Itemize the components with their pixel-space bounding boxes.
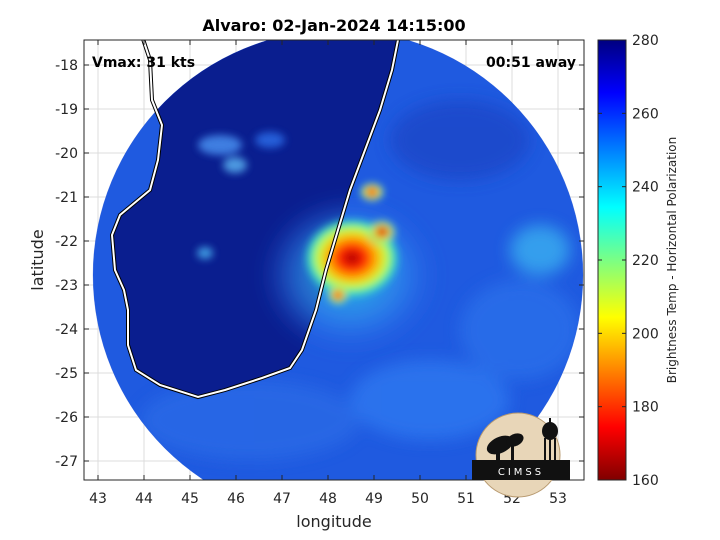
time-away-label: 00:51 away (486, 55, 576, 71)
chart-title: Alvaro: 02-Jan-2024 14:15:00 (202, 16, 465, 35)
colorbar-tick-marks (598, 39, 626, 481)
land-mass (112, 40, 400, 397)
storm-core (304, 183, 400, 304)
x-tick-label: 45 (181, 491, 199, 507)
x-tick-label: 50 (411, 491, 429, 507)
vmax-label: Vmax: 31 kts (92, 55, 195, 71)
y-tick-label: -25 (55, 366, 78, 382)
x-tick-label: 46 (227, 491, 245, 507)
y-tick-label: -23 (55, 278, 78, 294)
coastline (110, 40, 400, 399)
y-tick-label: -18 (55, 58, 78, 74)
y-tick-labels: -18 -19 -20 -21 -22 -23 -24 -25 -26 -27 (55, 58, 78, 470)
y-tick-label: -19 (55, 102, 78, 118)
colorbar-tick-label: 240 (632, 180, 659, 196)
colorbar-tick-label: 160 (632, 473, 659, 489)
x-tick-label: 53 (549, 491, 567, 507)
x-axis-label: longitude (296, 512, 371, 531)
y-tick-label: -27 (55, 454, 78, 470)
logo-text: CIMSS (498, 467, 544, 478)
colorbar-tick-labels: 280 260 240 220 200 180 160 (632, 33, 659, 489)
x-tick-label: 43 (89, 491, 107, 507)
logo-water-tower-icon (542, 418, 558, 461)
logo-banner (472, 460, 570, 480)
x-tick-label: 47 (273, 491, 291, 507)
colorbar-gradient (597, 39, 627, 481)
y-axis-label: latitude (28, 229, 47, 290)
x-tick-label: 48 (319, 491, 337, 507)
logo-radar-icon (486, 433, 524, 461)
x-tick-label: 51 (457, 491, 475, 507)
swath-texture (140, 100, 580, 460)
colorbar-tick-label: 220 (632, 253, 659, 269)
microwave-swath (92, 40, 584, 480)
colorbar-tick-label: 280 (632, 33, 659, 49)
colorbar-label: Brightness Temp - Horizontal Polarizatio… (665, 137, 679, 384)
cimss-logo: CIMSS (472, 412, 570, 498)
x-tick-labels: 43 44 45 46 47 48 49 50 51 52 53 (89, 491, 567, 507)
land-cloud-patches (197, 132, 285, 259)
x-tick-label: 49 (365, 491, 383, 507)
colorbar-tick-label: 200 (632, 326, 659, 342)
y-tick-label: -26 (55, 410, 78, 426)
colorbar: 280 260 240 220 200 180 160 Brightness Temp - … (597, 33, 679, 489)
x-tick-label: 44 (135, 491, 153, 507)
y-tick-label: -20 (55, 146, 78, 162)
y-tick-label: -24 (55, 322, 78, 338)
axes-frame (83, 39, 585, 481)
colorbar-tick-label: 260 (632, 106, 659, 122)
y-tick-label: -22 (55, 234, 78, 250)
y-tick-label: -21 (55, 190, 78, 206)
colorbar-tick-label: 180 (632, 400, 659, 416)
